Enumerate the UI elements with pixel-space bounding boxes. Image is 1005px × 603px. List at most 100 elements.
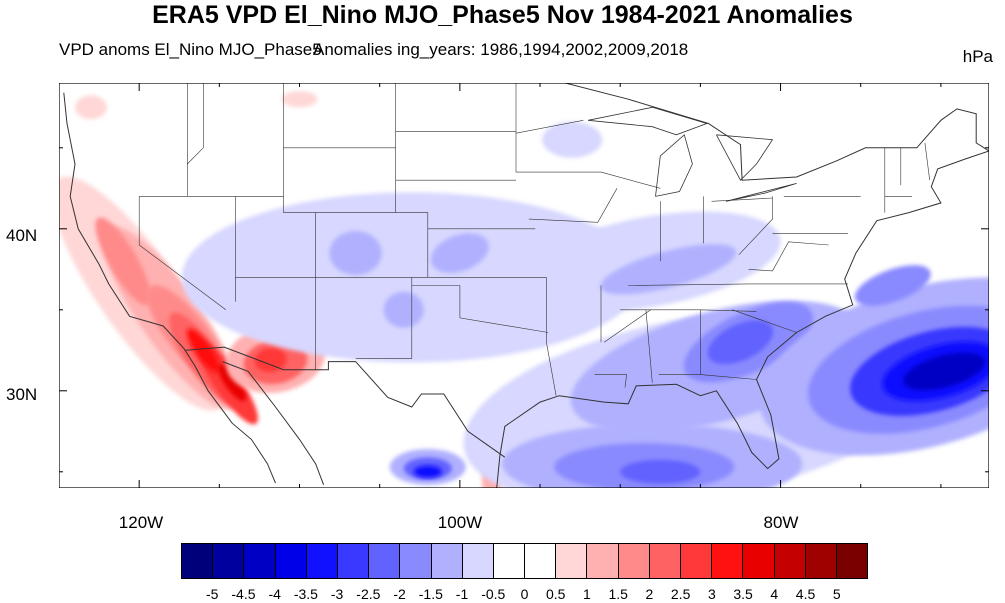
state-boundary: [515, 83, 601, 173]
colorbar-tick-label: 0: [520, 586, 529, 602]
colorbar-tick-label: 4: [770, 586, 779, 602]
colorbar-tick-label: 1: [583, 586, 591, 602]
units-label: hPa: [962, 47, 993, 66]
pacific-coastline: [63, 92, 276, 484]
colorbar-swatch: [774, 544, 806, 578]
colorbar-swatch: [244, 544, 276, 578]
anomaly-contour-midwest-negative: [542, 121, 603, 158]
state-boundary: [700, 374, 757, 380]
colorbar-tick-label: -3: [330, 586, 344, 602]
state-boundary: [628, 283, 848, 286]
state-boundary: [355, 277, 413, 359]
anomaly-contour-atlantic-negative: [903, 352, 985, 391]
state-boundary: [711, 197, 773, 202]
anomaly-contour-ohio-negative: [600, 244, 737, 295]
colorbar-swatch: [681, 544, 713, 578]
colorbar-swatch: [369, 544, 401, 578]
colorbar-swatch: [400, 544, 432, 578]
state-boundary: [528, 188, 618, 223]
lake-huron: [716, 134, 774, 181]
colorbar-swatch: [587, 544, 619, 578]
colorbar-swatch: [525, 544, 557, 578]
colorbar-labels: -5 -4.5 -4 -3.5 -3 -2.5 -2 -1.5 -1 -0.5 0 0.5 1 1.5 2 2…: [181, 586, 868, 603]
colorbar-tick-label: -1: [455, 586, 469, 602]
state-boundary: [645, 309, 653, 383]
canada-border: [91, 83, 989, 181]
colorbar-swatch: [493, 544, 526, 578]
anomaly-contour-northwest-positive: [75, 95, 108, 120]
anomaly-map: [59, 83, 989, 488]
lake-superior: [588, 106, 709, 136]
colorbar-tick-label: -5: [205, 586, 219, 602]
plot-title: ERA5 VPD El_Nino MJO_Phase5 Nov 1984-202…: [152, 1, 853, 29]
colorbar-tick-label: 5: [832, 586, 841, 602]
lat-label-30n: 30N: [6, 385, 38, 404]
colorbar-swatch: [618, 544, 650, 578]
state-boundary: [732, 309, 797, 333]
colorbar-tick-label: -0.5: [481, 586, 506, 602]
colorbar-swatch: [805, 544, 837, 578]
colorbar-swatch: [431, 544, 463, 578]
anomaly-contour-carolinas-negative: [707, 320, 774, 365]
lon-label-80w: 80W: [763, 513, 799, 532]
state-boundary: [315, 212, 429, 278]
anomaly-contour-kansas-negative: [431, 233, 489, 273]
anomaly-contour-arizona-positive: [254, 347, 287, 373]
anomaly-contour-newmexico-negative: [383, 291, 424, 328]
colorbar-tick-label: 3.5: [733, 586, 753, 602]
state-boundary: [546, 277, 557, 396]
colorbar-tick-label: -2.5: [356, 586, 381, 602]
state-boundary: [620, 309, 757, 312]
anomaly-contour-atlantic-negative: [854, 265, 931, 306]
colorbar-tick-label: 2.5: [670, 586, 691, 602]
anomaly-contour-colorado-negative: [329, 231, 382, 276]
colorbar-tick-label: 1.5: [608, 586, 628, 602]
colorbar-swatch: [649, 544, 681, 578]
state-boundary: [515, 120, 584, 134]
state-boundary: [748, 241, 829, 272]
anomaly-contour-montana-positive: [281, 91, 318, 108]
colorbar-swatch: [337, 544, 370, 578]
colorbar-tick-label: 2: [645, 586, 654, 602]
state-boundary: [411, 285, 549, 333]
colorbar-tick-label: -3.5: [293, 586, 318, 602]
atlantic-gulf-coastline: [496, 150, 989, 488]
lake-michigan: [655, 134, 693, 197]
mexico-border: [185, 346, 506, 458]
state-boundary: [600, 171, 661, 189]
lat-label-40n: 40N: [6, 226, 38, 245]
anomaly-contour-coahuila-negative: [413, 465, 442, 478]
state-boundary: [138, 196, 226, 311]
state-boundary: [594, 374, 627, 388]
anomaly-contour-west-positive: [187, 328, 220, 373]
colorbar-swatch: [275, 544, 307, 578]
colorbar-tick-label: 4.5: [795, 586, 816, 602]
lon-label-120w: 120W: [118, 513, 164, 532]
lon-label-100w: 100W: [437, 513, 483, 532]
colorbar-tick-label: -1.5: [418, 586, 443, 602]
colorbar-swatch: [743, 544, 775, 578]
anomaly-contour-gulf-negative: [620, 459, 701, 484]
colorbar-swatch: [306, 544, 338, 578]
gulf-of-california-coastline: [222, 361, 325, 485]
state-boundary: [604, 309, 651, 343]
state-boundary: [187, 83, 204, 165]
center-subtitle: Anomalies ing_years: 1986,1994,2002,2009…: [313, 40, 689, 59]
colorbar-tick-label: -4.5: [231, 586, 256, 602]
left-subtitle: VPD anoms El_Nino MJO_Phase5: [59, 40, 322, 59]
colorbar-swatch: [836, 544, 868, 578]
state-boundary: [738, 196, 773, 255]
colorbar-swatch: [213, 544, 245, 578]
colorbar-tick-label: -4: [268, 586, 281, 602]
colorbar-tick-label: 3: [707, 586, 716, 602]
anomaly-contour-west-positive: [218, 364, 247, 402]
colorbar-swatch: [182, 544, 214, 578]
lake-erie: [725, 183, 797, 202]
state-boundary: [924, 142, 930, 181]
colorbar-swatch: [462, 544, 494, 578]
colorbar-swatch: [712, 544, 744, 578]
colorbar-tick-label: 0.5: [545, 586, 566, 602]
anomaly-contour-west-positive: [95, 217, 151, 306]
colorbar: [181, 543, 868, 579]
map-panel: [59, 83, 989, 488]
